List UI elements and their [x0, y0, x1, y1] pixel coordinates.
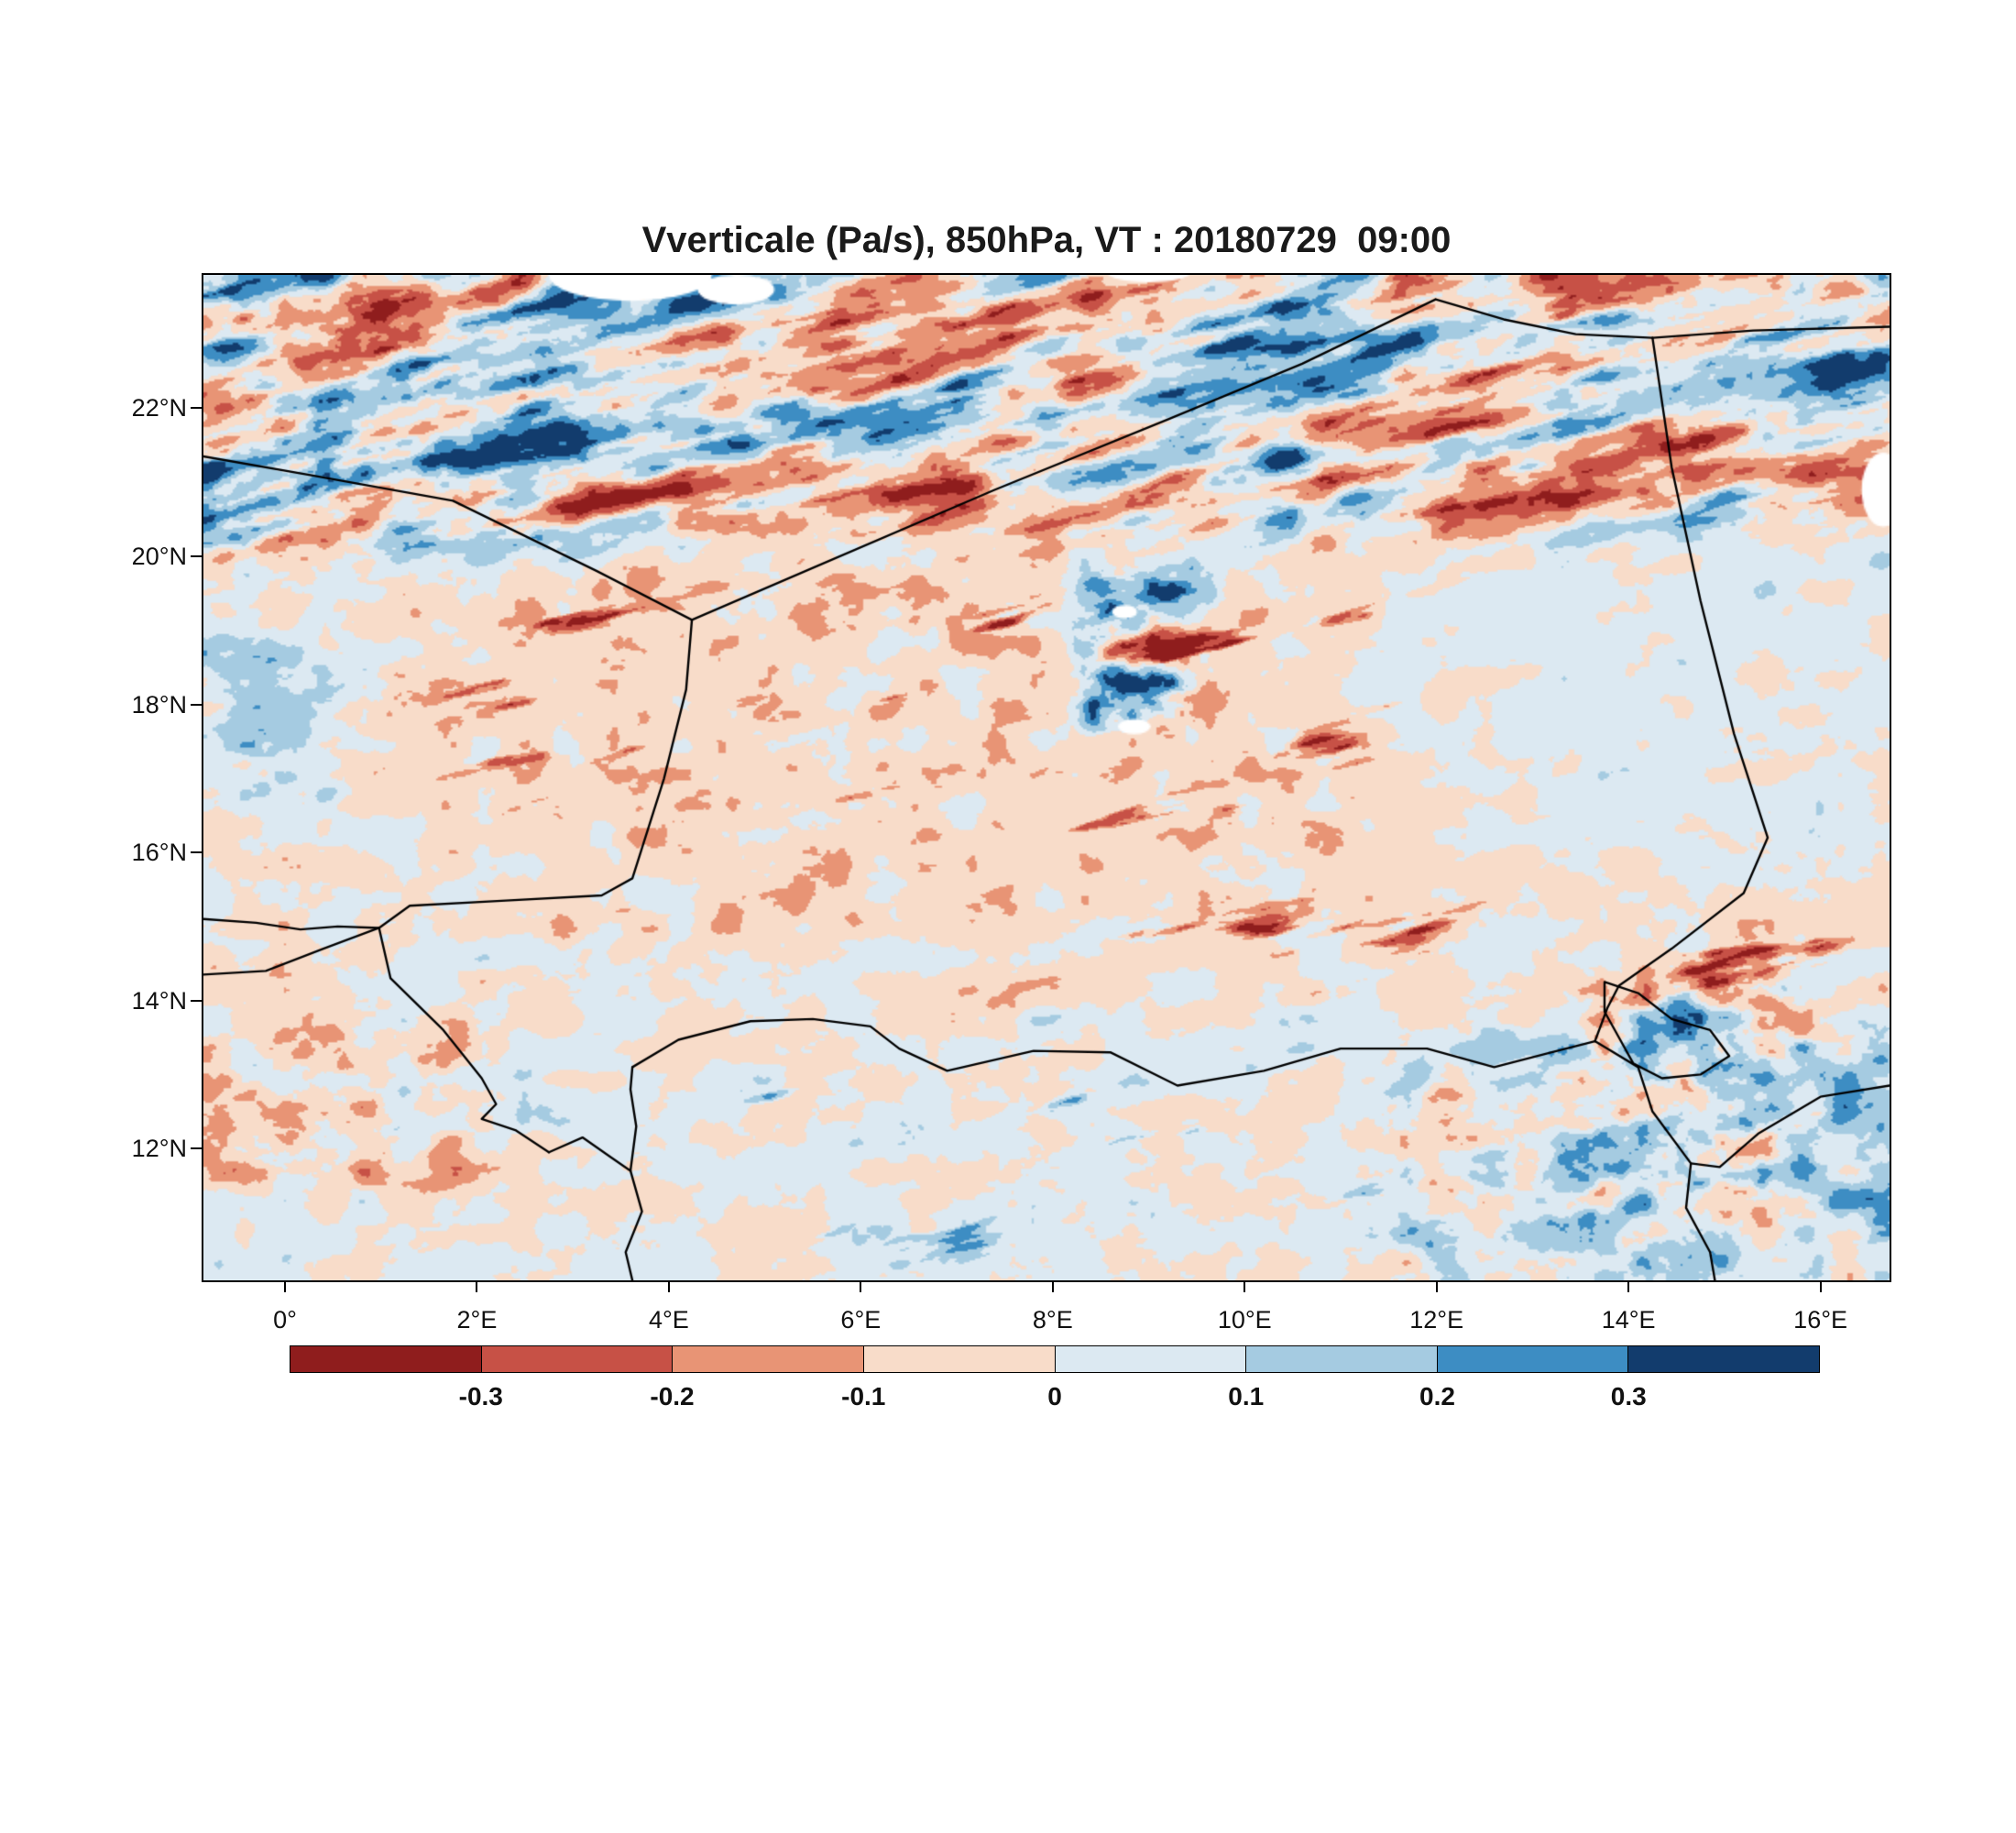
y-tick-mark: [191, 1147, 203, 1150]
colorbar-segment: [673, 1346, 864, 1372]
x-tick-label: 0°: [273, 1306, 297, 1334]
x-tick-label: 12°E: [1409, 1306, 1464, 1334]
y-tick-mark: [191, 703, 203, 706]
colorbar-tick-label: -0.1: [841, 1382, 886, 1410]
colorbar-segment: [481, 1346, 674, 1372]
colorbar-segment: [290, 1346, 482, 1372]
y-tick-label: 22°N: [131, 394, 187, 423]
colorbar: [290, 1345, 1820, 1373]
x-tick-mark: [284, 1280, 286, 1292]
colorbar-segment: [863, 1346, 1056, 1372]
borders-canvas: [203, 275, 1890, 1280]
colorbar-tick-label: -0.3: [458, 1382, 503, 1410]
x-tick-mark: [476, 1280, 478, 1292]
x-tick-mark: [1627, 1280, 1630, 1292]
y-tick-mark: [191, 851, 203, 854]
x-tick-label: 2°E: [456, 1306, 498, 1334]
colorbar-segment: [1437, 1346, 1629, 1372]
x-tick-mark: [667, 1280, 670, 1292]
colorbar-tick-label: 0.1: [1228, 1382, 1265, 1410]
x-tick-label: 4°E: [648, 1306, 689, 1334]
x-tick-mark: [1051, 1280, 1054, 1292]
map-frame: [202, 273, 1891, 1282]
y-tick-label: 14°N: [131, 986, 187, 1015]
x-tick-mark: [1244, 1280, 1246, 1292]
x-tick-label: 10°E: [1217, 1306, 1272, 1334]
chart-title: Vverticale (Pa/s), 850hPa, VT : 20180729…: [641, 220, 1452, 260]
x-tick-mark: [860, 1280, 862, 1292]
y-tick-label: 16°N: [131, 839, 187, 867]
colorbar-tick-label: 0: [1047, 1382, 1062, 1410]
x-tick-label: 14°E: [1601, 1306, 1656, 1334]
y-tick-label: 18°N: [131, 690, 187, 719]
colorbar-segment: [1055, 1346, 1247, 1372]
x-tick-mark: [1819, 1280, 1822, 1292]
colorbar-tick-label: -0.2: [650, 1382, 695, 1410]
y-tick-mark: [191, 407, 203, 410]
y-tick-mark: [191, 554, 203, 557]
y-tick-label: 20°N: [131, 542, 187, 570]
colorbar-tick-label: 0.2: [1419, 1382, 1455, 1410]
colorbar-segment: [1246, 1346, 1438, 1372]
x-tick-label: 6°E: [840, 1306, 882, 1334]
x-tick-label: 8°E: [1032, 1306, 1073, 1334]
colorbar-tick-label: 0.3: [1610, 1382, 1647, 1410]
x-tick-mark: [1435, 1280, 1438, 1292]
y-tick-mark: [191, 999, 203, 1002]
colorbar-segment: [1628, 1346, 1819, 1372]
y-tick-label: 12°N: [131, 1135, 187, 1163]
x-tick-label: 16°E: [1793, 1306, 1848, 1334]
